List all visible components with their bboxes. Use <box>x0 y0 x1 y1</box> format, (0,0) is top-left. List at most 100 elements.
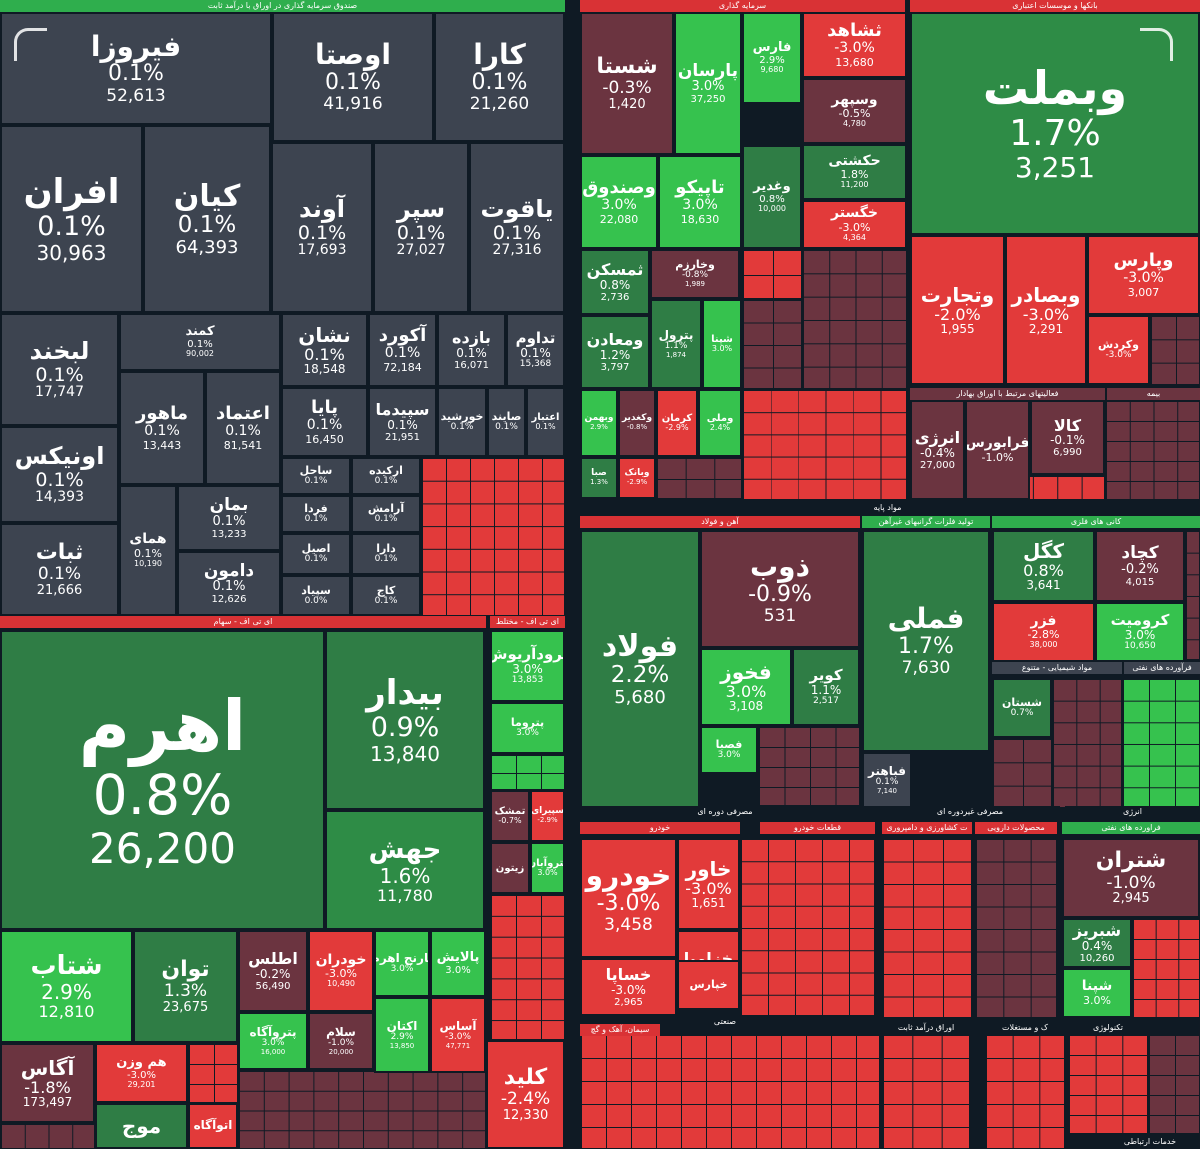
sector-header-agriculture[interactable]: ت کشاورزی و دامپروری <box>882 822 972 834</box>
tile-کویر[interactable]: کویر 1.1% 2,517 <box>792 648 860 726</box>
tile-توان[interactable]: توان 1.3% 23,675 <box>133 930 238 1043</box>
tile-فملی[interactable]: فملی 1.7% 7,630 <box>862 530 990 752</box>
sector-header-banks[interactable]: بانکها و موسسات اعتباری <box>910 0 1200 12</box>
tile-ماهور[interactable]: ماهور 0.1% 13,443 <box>119 371 205 485</box>
tile-انرژی[interactable]: انرژی -0.4% 27,000 <box>910 400 965 500</box>
tile-خگستر[interactable]: خگستر -3.0% 4,364 <box>802 200 907 249</box>
tile-پتروما[interactable]: پتروما 3.0% <box>490 702 565 754</box>
tile-فباهنر[interactable]: فباهنر 0.1% 7,140 <box>862 752 912 808</box>
tile-وبانک[interactable]: وبانک -2.9% <box>618 457 656 499</box>
tile-خودرو[interactable]: خودرو -3.0% 3,458 <box>580 838 677 958</box>
tile-کگل[interactable]: کگل 0.8% 3,641 <box>992 530 1095 602</box>
tile-خاور[interactable]: خاور -3.0% 1,651 <box>677 838 740 930</box>
tile-زیتون[interactable]: زیتون <box>490 842 530 894</box>
tile-خپارس[interactable]: خپارس <box>677 960 740 1010</box>
tile-هم-وزن[interactable]: هم وزن -3.0% 29,201 <box>95 1043 188 1103</box>
tile-ثبات[interactable]: ثبات 0.1% 21,666 <box>0 523 119 616</box>
tile-کرمان[interactable]: کرمان -2.9% <box>656 389 698 457</box>
sector-header-investment[interactable]: سرمایه گذاری <box>580 0 905 12</box>
tile-پتروآبان[interactable]: پتروآبان3.0% <box>530 842 565 894</box>
tile-لبخند[interactable]: لبخند 0.1% 17,747 <box>0 313 119 426</box>
tile-افران[interactable]: افران 0.1% 30,963 <box>0 125 143 313</box>
tile-جهش[interactable]: جهش 1.6% 11,780 <box>325 810 485 930</box>
tile-تاپیکو[interactable]: تاپیکو 3.0% 18,630 <box>658 155 742 249</box>
tile-صایند[interactable]: صایند 0.1% <box>487 387 526 457</box>
sector-header-basic-materials[interactable]: مواد پایه <box>575 502 1200 514</box>
tile-وکردش[interactable]: وکردش -3.0% <box>1087 315 1150 385</box>
tile-اصیل[interactable]: اصیل 0.1% <box>281 533 351 575</box>
sector-header-non-cyclical[interactable]: مصرفی غیردوره ای <box>880 806 1060 818</box>
tile-وتجارت[interactable]: وتجارت -2.0% 1,955 <box>910 235 1005 385</box>
tile-بازده[interactable]: بازده 0.1% 16,071 <box>437 313 506 387</box>
tile-خورشید[interactable]: خورشید 0.1% <box>437 387 487 457</box>
sector-header-real-estate[interactable]: ک و مستغلات <box>985 1022 1065 1034</box>
tile-اونیکس[interactable]: اونیکس 0.1% 14,393 <box>0 426 119 523</box>
tile-پارسان[interactable]: پارسان 3.0% 37,250 <box>674 12 742 155</box>
tile-آگاس[interactable]: آگاس -1.8% 173,497 <box>0 1043 95 1123</box>
tile-آرامش[interactable]: آرامش 0.1% <box>351 495 421 533</box>
tile-اطلس[interactable]: اطلس -0.2% 56,490 <box>238 930 308 1012</box>
tile-شبریز[interactable]: شبریز 0.4% 10,260 <box>1062 918 1132 968</box>
sector-header-etf-leveraged[interactable]: ای تی اف - سهام <box>0 616 486 628</box>
tile-کمند[interactable]: کمند 0.1% 90,002 <box>119 313 281 371</box>
tile-نارنج-اهرم[interactable]: نارنج اهرم 3.0% <box>374 930 430 997</box>
tile-کچاد[interactable]: کچاد -0.2% 4,015 <box>1095 530 1185 602</box>
sector-header-etf-mixed[interactable]: ای تی اف - مختلط <box>490 616 565 628</box>
tile-کارا[interactable]: کارا 0.1% 21,260 <box>434 12 565 142</box>
sector-header-automotive[interactable]: خودرو <box>580 822 740 834</box>
sector-header-pharma[interactable]: محصولات دارویی <box>975 822 1057 834</box>
tile-اوصتا[interactable]: اوصتا 0.1% 41,916 <box>272 12 434 142</box>
sector-header-etf-fixed[interactable]: صندوق سرمایه گذاری در اوراق با درآمد ثاب… <box>0 0 565 12</box>
tile-وغدیر[interactable]: وغدیر 0.8% 10,000 <box>742 145 802 249</box>
tile-ثمسکن[interactable]: ثمسکن 0.8% 2,736 <box>580 249 650 315</box>
tile-وصندوق[interactable]: وصندوق 3.0% 22,080 <box>580 155 658 249</box>
sector-header-fixed-income[interactable]: اوراق درآمد ثابت <box>882 1022 970 1034</box>
tile-سپیرای[interactable]: سپیرای -2.9% <box>530 790 565 842</box>
tile-اعتماد[interactable]: اعتماد 0.1% 81,541 <box>205 371 281 485</box>
tile-شتاب[interactable]: شتاب 2.9% 12,810 <box>0 930 133 1043</box>
tile-بیدار[interactable]: بیدار 0.9% 13,840 <box>325 630 485 810</box>
tile-فرابورس[interactable]: فرابورس -1.0% <box>965 400 1030 500</box>
tile-فارس[interactable]: فارس 2.9% 9,680 <box>742 12 802 104</box>
sector-header-non-ferrous[interactable]: تولید فلزات گرانبهای غیرآهن <box>862 516 990 528</box>
tile-وسپهر[interactable]: وسپهر -0.5% 4,780 <box>802 78 907 144</box>
tile-بمان[interactable]: بمان 0.1% 13,233 <box>177 485 281 551</box>
sector-header-cement[interactable]: سیمان، آهک و گچ <box>580 1024 660 1036</box>
tile-خودران[interactable]: خودران -3.0% 10,490 <box>308 930 374 1012</box>
tile-اعتبار[interactable]: اعتبار 0.1% <box>526 387 565 457</box>
tile-کاج[interactable]: کاج 0.1% <box>351 575 421 616</box>
tile-وملی[interactable]: وملی 2.4% <box>698 389 742 457</box>
tile-پتروآگاه[interactable]: پتروآگاه 3.0% 16,000 <box>238 1012 308 1070</box>
tile-ثشاهد[interactable]: ثشاهد -3.0% 13,680 <box>802 12 907 78</box>
tile-پترول[interactable]: پترول 1.1% 1,874 <box>650 299 702 389</box>
tile-پایا[interactable]: پایا 0.1% 16,450 <box>281 387 368 457</box>
tile-اهرم[interactable]: اهرم 0.8% 26,200 <box>0 630 325 930</box>
tile-دارا[interactable]: دارا 0.1% <box>351 533 421 575</box>
tile-تداوم[interactable]: تداوم 0.1% 15,368 <box>506 313 565 387</box>
tile-فولاد[interactable]: فولاد 2.2% 5,680 <box>580 530 700 808</box>
tile-وکغدیر[interactable]: وکغدیر -0.8% <box>618 389 656 457</box>
tile-شپنا[interactable]: شپنا 3.0% <box>702 299 742 389</box>
tile-سپر[interactable]: سپر 0.1% 27,027 <box>373 142 469 313</box>
sector-header-iron-steel[interactable]: آهن و فولاد <box>580 516 860 528</box>
tile-تمشک[interactable]: تمشک -0.7% <box>490 790 530 842</box>
tile-سپیدما[interactable]: سپیدما 0.1% 21,951 <box>368 387 437 457</box>
tile-دامون[interactable]: دامون 0.1% 12,626 <box>177 551 281 616</box>
tile-آوند[interactable]: آوند 0.1% 17,693 <box>271 142 373 313</box>
sector-header-metal-ores[interactable]: کانی های فلزی <box>992 516 1200 528</box>
tile-وخارزم[interactable]: وخارزم -0.8% 1,989 <box>650 249 740 299</box>
tile-پالایش[interactable]: پالایش 3.0% <box>430 930 486 997</box>
tile-فردا[interactable]: فردا 0.1% <box>281 495 351 533</box>
tile-اتوآگاه[interactable]: اتوآگاه <box>188 1103 238 1149</box>
sector-header-intermediation[interactable]: فعالیتهای مرتبط با اوراق بهادار <box>910 388 1105 400</box>
tile-خساپا[interactable]: خساپا -3.0% 2,965 <box>580 958 677 1016</box>
tile-حکشتی[interactable]: حکشتی 1.8% 11,200 <box>802 144 907 200</box>
sector-header-telecom[interactable]: خدمات ارتباطی <box>1100 1136 1200 1148</box>
tile-همای[interactable]: همای 0.1% 10,190 <box>119 485 177 616</box>
sector-header-auto-parts[interactable]: قطعات خودرو <box>760 822 875 834</box>
tile-کیان[interactable]: کیان 0.1% 64,393 <box>143 125 271 313</box>
tile-وبصادر[interactable]: وبصادر -3.0% 2,291 <box>1005 235 1087 385</box>
tile-ومعادن[interactable]: ومعادن 1.2% 3,797 <box>580 315 650 389</box>
tile-وپارس[interactable]: وپارس -3.0% 3,007 <box>1087 235 1200 315</box>
sector-header-cyclical[interactable]: مصرفی دوره ای <box>575 806 875 818</box>
